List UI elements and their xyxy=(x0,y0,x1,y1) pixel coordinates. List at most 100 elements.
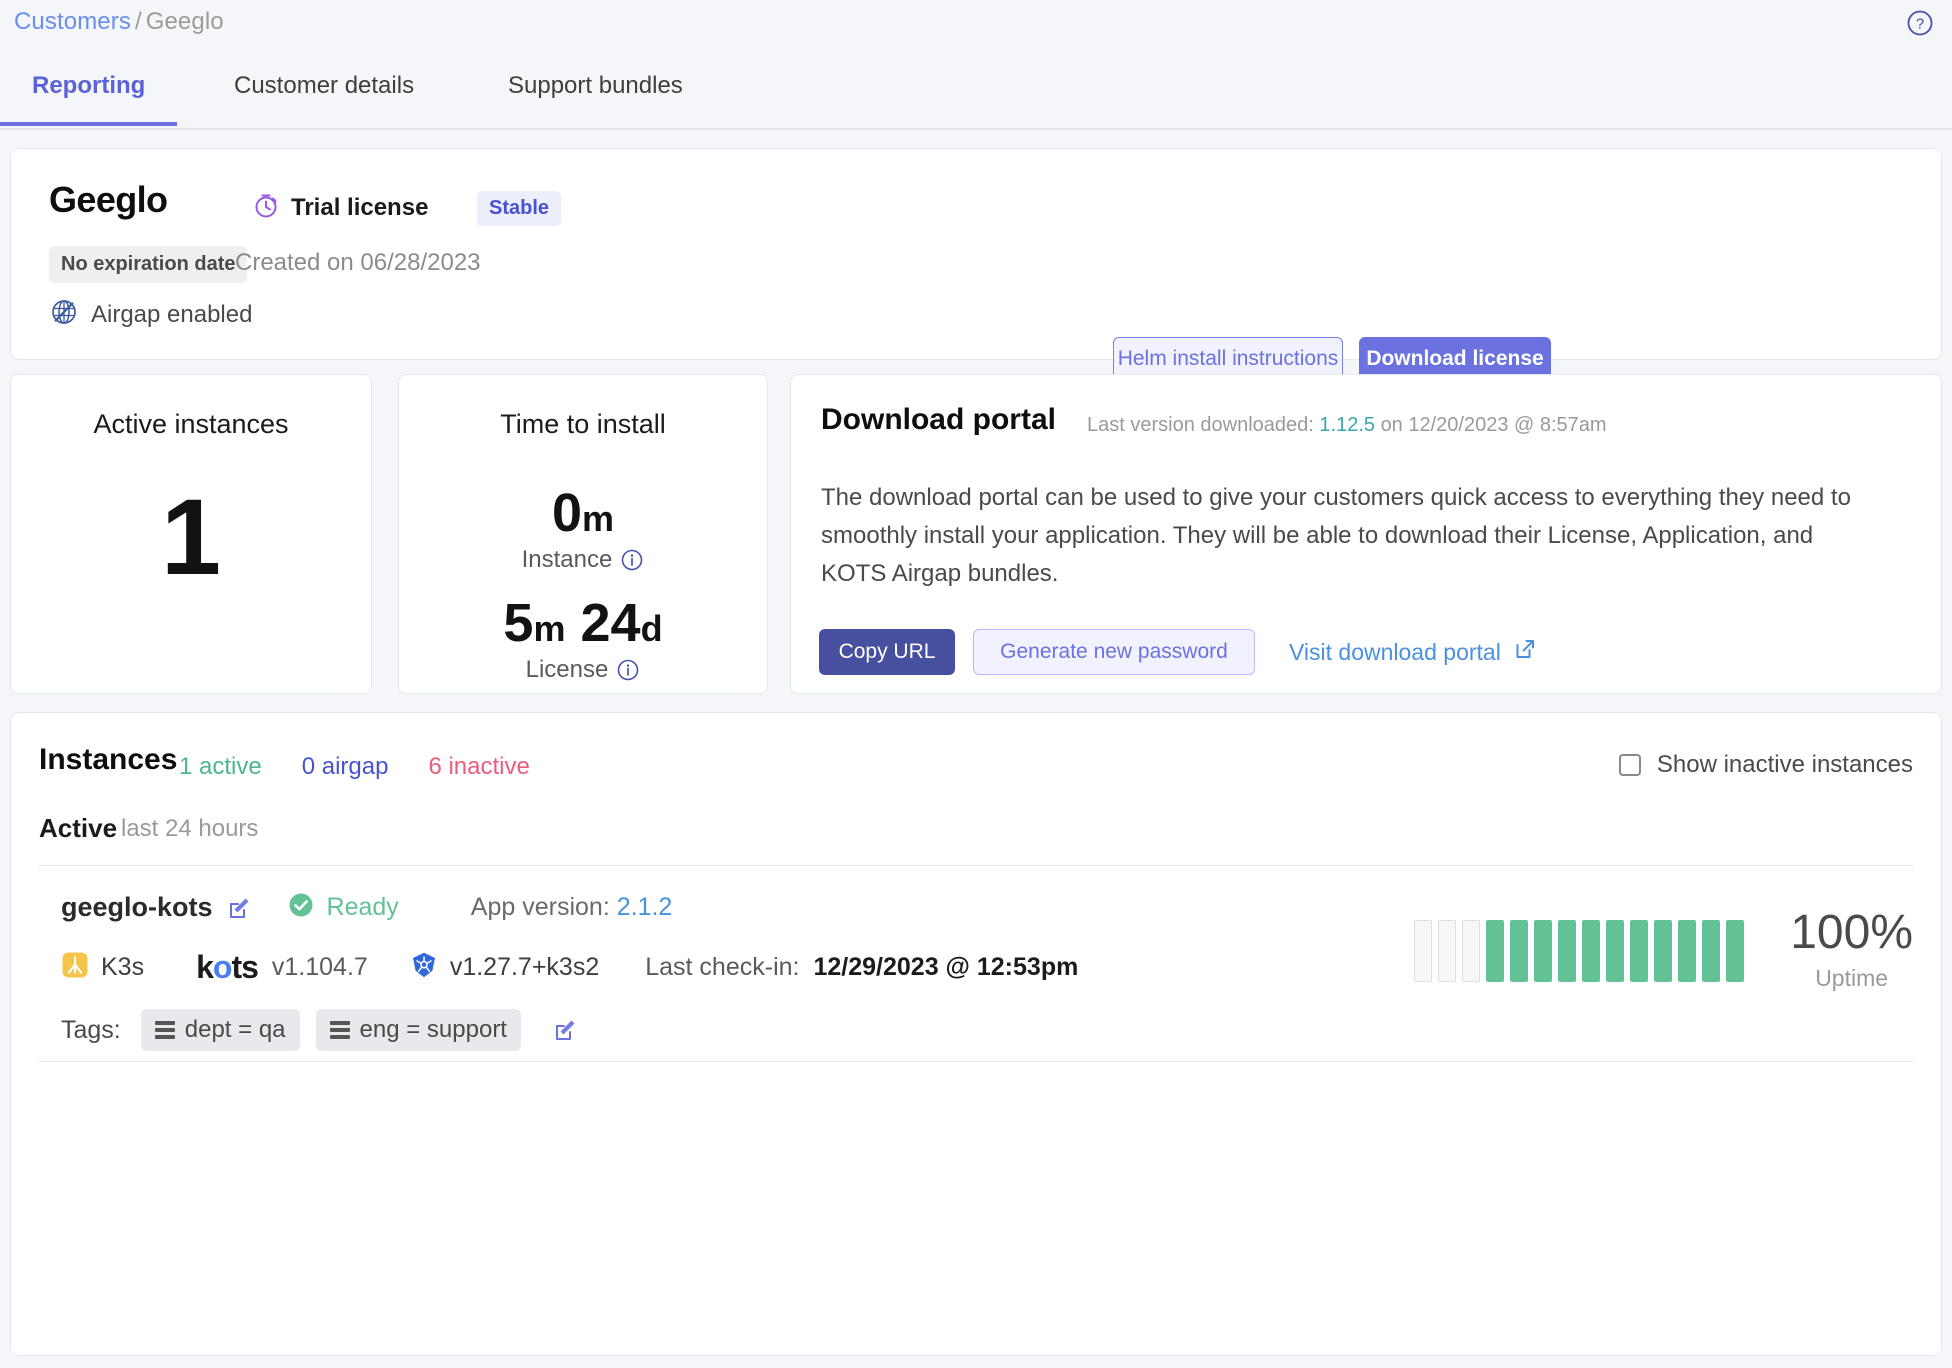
kots-logo: kots xyxy=(196,949,259,985)
license-time-number-1: 5 xyxy=(503,593,534,653)
kots-version: v1.104.7 xyxy=(271,953,368,981)
uptime-bar-filled xyxy=(1726,919,1745,982)
uptime-bar-filled xyxy=(1702,919,1721,982)
instance-status: Ready xyxy=(287,891,399,924)
edit-pencil-icon[interactable] xyxy=(553,1017,579,1043)
instance-time-unit: m xyxy=(582,498,615,539)
count-inactive[interactable]: 6 inactive xyxy=(428,753,530,780)
license-summary-card: Geeglo Trial license Stable No expiratio… xyxy=(10,148,1942,476)
license-time-label: License xyxy=(525,655,609,683)
show-inactive-checkbox[interactable] xyxy=(1618,754,1641,776)
uptime-bar-chart xyxy=(1414,919,1745,982)
active-instances-card: Active instances 1 xyxy=(10,374,372,694)
info-icon[interactable] xyxy=(616,658,640,682)
tag-lines-icon xyxy=(329,1021,350,1039)
active-section-subheader: last 24 hours xyxy=(121,815,259,842)
uptime-bar-filled xyxy=(1678,919,1697,982)
uptime-summary: 100% Uptime xyxy=(1790,909,1913,992)
tab-bar: Reporting Customer details Support bundl… xyxy=(0,58,1952,130)
kubernetes-icon xyxy=(410,951,438,984)
tab-customer-details[interactable]: Customer details xyxy=(234,72,415,99)
instance-status-label: Ready xyxy=(326,893,399,921)
count-airgap[interactable]: 0 airgap xyxy=(301,753,389,780)
tag-label: eng = support xyxy=(359,1016,507,1043)
visit-download-portal-link[interactable]: Visit download portal xyxy=(1289,637,1537,667)
breadcrumb-current: Geeglo xyxy=(145,8,224,35)
edit-pencil-icon[interactable] xyxy=(227,895,253,921)
channel-badge: Stable xyxy=(477,191,562,226)
download-portal-title: Download portal xyxy=(821,403,1056,436)
instance-time-label-row: Instance xyxy=(399,546,767,574)
instances-card: Instances 1 active 0 airgap 6 inactive S… xyxy=(10,712,1942,1356)
last-checkin-label: Last check-in: xyxy=(645,953,800,981)
stopwatch-icon xyxy=(251,190,281,225)
app-version-label: App version: xyxy=(470,893,610,921)
instance-distribution-label: K3s xyxy=(101,953,145,981)
tags-label: Tags: xyxy=(61,1015,121,1044)
svg-text:?: ? xyxy=(1916,16,1924,33)
info-icon[interactable] xyxy=(620,548,644,572)
instance-app-version: App version: 2.1.2 xyxy=(471,893,673,922)
tag-pill[interactable]: eng = support xyxy=(315,1009,521,1051)
active-instances-value: 1 xyxy=(160,476,222,597)
license-time-unit-1: m xyxy=(533,608,566,649)
instances-counts: 1 active 0 airgap 6 inactive xyxy=(179,753,530,781)
app-version-value[interactable]: 2.1.2 xyxy=(616,893,673,921)
active-instances-title: Active instances xyxy=(93,409,289,439)
time-to-install-title: Time to install xyxy=(500,409,666,439)
count-active[interactable]: 1 active xyxy=(179,753,262,780)
divider-bottom xyxy=(39,1061,1913,1062)
active-section-header: Active xyxy=(39,813,118,843)
instance-name[interactable]: geeglo-kots xyxy=(61,892,213,922)
uptime-bar-filled xyxy=(1510,919,1529,982)
help-circle-icon[interactable]: ? xyxy=(1906,9,1934,37)
time-to-install-license: 5m 24d License xyxy=(399,595,767,684)
instance-distribution: K3s xyxy=(61,951,144,984)
breadcrumb-separator: / xyxy=(134,8,142,35)
instance-time-label: Instance xyxy=(521,545,613,573)
uptime-bar-filled xyxy=(1654,919,1673,982)
tag-pill[interactable]: dept = qa xyxy=(140,1009,300,1051)
last-version-number[interactable]: 1.12.5 xyxy=(1319,414,1375,436)
created-on-text: Created on 06/28/2023 xyxy=(235,249,481,276)
uptime-bar-filled xyxy=(1486,919,1505,982)
generate-new-password-button[interactable]: Generate new password xyxy=(973,629,1255,675)
time-to-install-card: Time to install 0m Instance 5m 24d Licen… xyxy=(398,374,768,694)
copy-url-button[interactable]: Copy URL xyxy=(819,629,955,675)
license-time-label-row: License xyxy=(399,656,767,684)
kubernetes-version: v1.27.7+k3s2 xyxy=(449,953,600,981)
last-version-suffix: on 12/20/2023 @ 8:57am xyxy=(1380,414,1607,436)
breadcrumb-customers-link[interactable]: Customers xyxy=(14,8,131,35)
uptime-bar-filled xyxy=(1558,919,1577,982)
tab-reporting[interactable]: Reporting xyxy=(0,72,178,126)
tag-lines-icon xyxy=(154,1021,175,1039)
license-type-label: Trial license xyxy=(291,193,429,221)
breadcrumb: Customers / Geeglo xyxy=(14,8,224,36)
license-time-value: 5m 24d xyxy=(399,595,767,652)
last-checkin-value: 12/29/2023 @ 12:53pm xyxy=(813,953,1079,981)
uptime-label: Uptime xyxy=(1815,965,1889,991)
uptime-bar-filled xyxy=(1606,919,1625,982)
last-version-downloaded: Last version downloaded: 1.12.5 on 12/20… xyxy=(1087,414,1607,437)
uptime-bar-empty xyxy=(1414,919,1433,982)
show-inactive-instances-toggle[interactable]: Show inactive instances xyxy=(1618,751,1913,779)
external-link-icon xyxy=(1513,637,1537,667)
license-type: Trial license xyxy=(251,190,428,225)
license-app-name: Geeglo xyxy=(49,179,168,220)
show-inactive-label: Show inactive instances xyxy=(1656,751,1913,778)
tab-support-bundles[interactable]: Support bundles xyxy=(508,72,683,99)
table-row: geeglo-kots Ready App version: 2.1.2 xyxy=(61,891,672,924)
k3s-icon xyxy=(61,951,89,984)
download-license-button[interactable]: Download license xyxy=(1359,337,1551,381)
airgap-status: Airgap enabled xyxy=(49,297,252,332)
license-time-unit-2: d xyxy=(640,608,663,649)
uptime-bar-filled xyxy=(1630,919,1649,982)
uptime-bar-empty xyxy=(1462,919,1481,982)
uptime-bar-filled xyxy=(1534,919,1553,982)
globe-slash-icon xyxy=(49,297,79,332)
download-portal-card: Download portal Last version downloaded:… xyxy=(790,374,1942,694)
helm-install-instructions-button[interactable]: Helm install instructions xyxy=(1113,337,1343,381)
visit-download-portal-label: Visit download portal xyxy=(1289,638,1501,665)
download-portal-description: The download portal can be used to give … xyxy=(821,484,1851,587)
